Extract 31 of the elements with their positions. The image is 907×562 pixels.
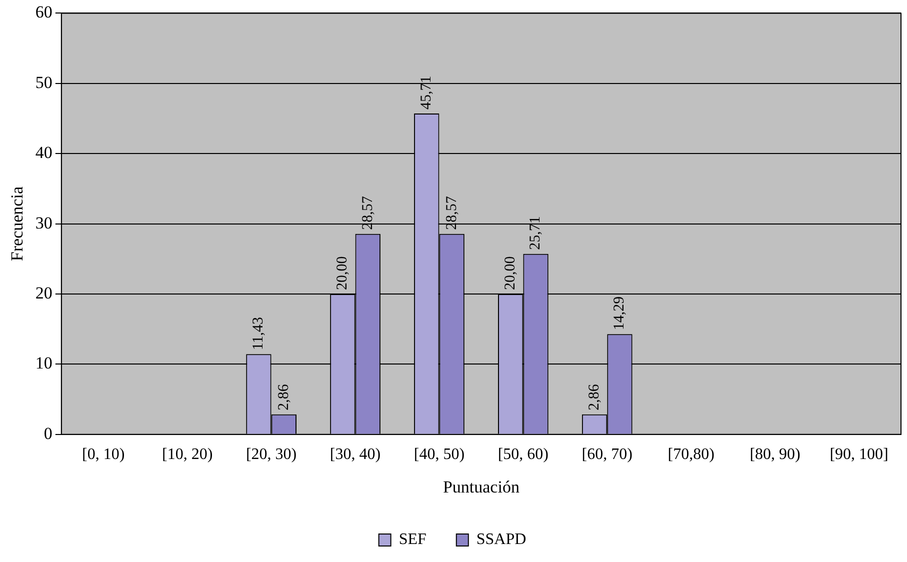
y-tick-label: 40: [35, 143, 52, 162]
x-tick-label: [80, 90): [750, 446, 800, 464]
data-label: 14,29: [612, 296, 628, 330]
y-tick-label: 0: [44, 424, 52, 443]
y-axis-title: Frecuencia: [8, 186, 27, 262]
data-label: 11,43: [250, 316, 267, 350]
y-tick-label: 50: [35, 72, 52, 92]
data-label: 20,00: [334, 256, 351, 290]
x-tick-label: [90, 100]: [830, 446, 888, 464]
x-tick-label: [10, 20): [162, 446, 213, 464]
data-label: 28,57: [360, 196, 376, 230]
legend-label: SEF: [398, 531, 426, 548]
data-label: 2,86: [276, 384, 292, 410]
x-tick-label: [0, 10): [82, 446, 125, 464]
data-label: 2,86: [586, 384, 602, 410]
x-tick-label: [40, 50): [414, 446, 465, 464]
data-label: 28,57: [444, 196, 460, 230]
data-label: 45,71: [418, 76, 435, 110]
data-label: 20,00: [502, 256, 519, 290]
y-tick-label: 20: [35, 283, 52, 302]
y-tick-label: 30: [35, 213, 52, 232]
x-tick-label: [70,80): [668, 446, 714, 464]
x-tick-label: [60, 70): [582, 446, 632, 464]
x-tick-label: [50, 60): [498, 446, 549, 464]
y-tick-label: 10: [35, 354, 52, 373]
y-tick-label: 60: [35, 2, 52, 22]
legend-label: SSAPD: [476, 531, 526, 548]
x-tick-label: [30, 40): [330, 446, 381, 464]
x-tick-label: [20, 30): [246, 446, 297, 464]
data-label: 25,71: [528, 216, 544, 250]
x-axis-title: Puntuación: [442, 477, 520, 496]
